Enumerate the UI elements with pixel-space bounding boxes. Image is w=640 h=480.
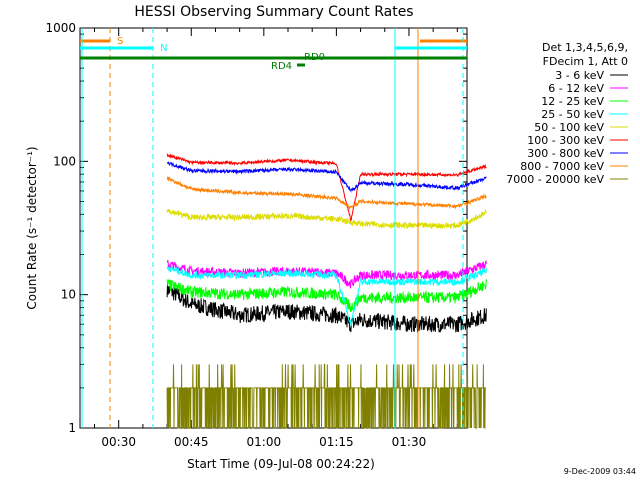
legend-entry-label: 800 - 7000 keV [520,160,604,173]
chart-title: HESSI Observing Summary Count Rates [134,4,413,20]
y-axis-label: Count Rate (s⁻¹ detector⁻¹) [25,146,39,309]
x-tick-label: 01:00 [247,435,282,449]
legend-entry-label: 25 - 50 keV [541,108,604,121]
legend-entry-label: 100 - 300 keV [527,134,604,147]
observing-annotations: S N RD0 RD4 [80,28,467,428]
x-axis-label: Start Time (09-Jul-08 00:24:22) [187,457,375,471]
series-lines [166,153,487,429]
series-line-3-6keV [166,282,487,333]
series-line-12-25keV [166,278,487,313]
series-line-100-300keV [166,153,487,222]
rd4-label: RD4 [271,61,292,72]
x-tick-label: 01:15 [319,435,354,449]
axis-ticks: 00:30 00:45 01:00 01:15 01:30 1 10 100 1000 [45,21,467,449]
legend-header-2: FDecim 1, Att 0 [543,55,628,68]
legend-entry-label: 12 - 25 keV [541,95,604,108]
legend-entry-label: 6 - 12 keV [548,82,604,95]
plot-frame [79,27,468,429]
series-line-6-12keV [166,259,487,289]
y-tick-label: 100 [53,154,76,168]
series-line-50-100keV [166,208,487,230]
legend-entry-label: 50 - 100 keV [534,121,604,134]
x-tick-label: 00:45 [174,435,209,449]
legend: Det 1,3,4,5,6,9, FDecim 1, Att 0 3 - 6 k… [506,41,628,186]
rd0-label: RD0 [304,52,325,63]
series-line-800-7000keV [166,176,487,211]
series-line-300-800keV [166,161,487,194]
series-line-25-50keV [166,264,487,326]
y-tick-label: 10 [61,288,76,302]
x-tick-label: 00:30 [101,435,136,449]
x-tick-label: 01:30 [392,435,427,449]
series-line-7000-20000keV [166,363,487,429]
legend-entry-label: 7000 - 20000 keV [506,173,604,186]
saa-label: S [117,36,123,47]
night-label: N [160,43,167,54]
y-tick-label: 1000 [45,21,76,35]
legend-header-1: Det 1,3,4,5,6,9, [542,41,628,54]
y-tick-label: 1 [68,421,76,435]
legend-entry-label: 3 - 6 keV [555,69,604,82]
legend-entry-label: 300 - 800 keV [527,147,604,160]
plot-timestamp: 9-Dec-2009 03:44 [564,467,636,476]
